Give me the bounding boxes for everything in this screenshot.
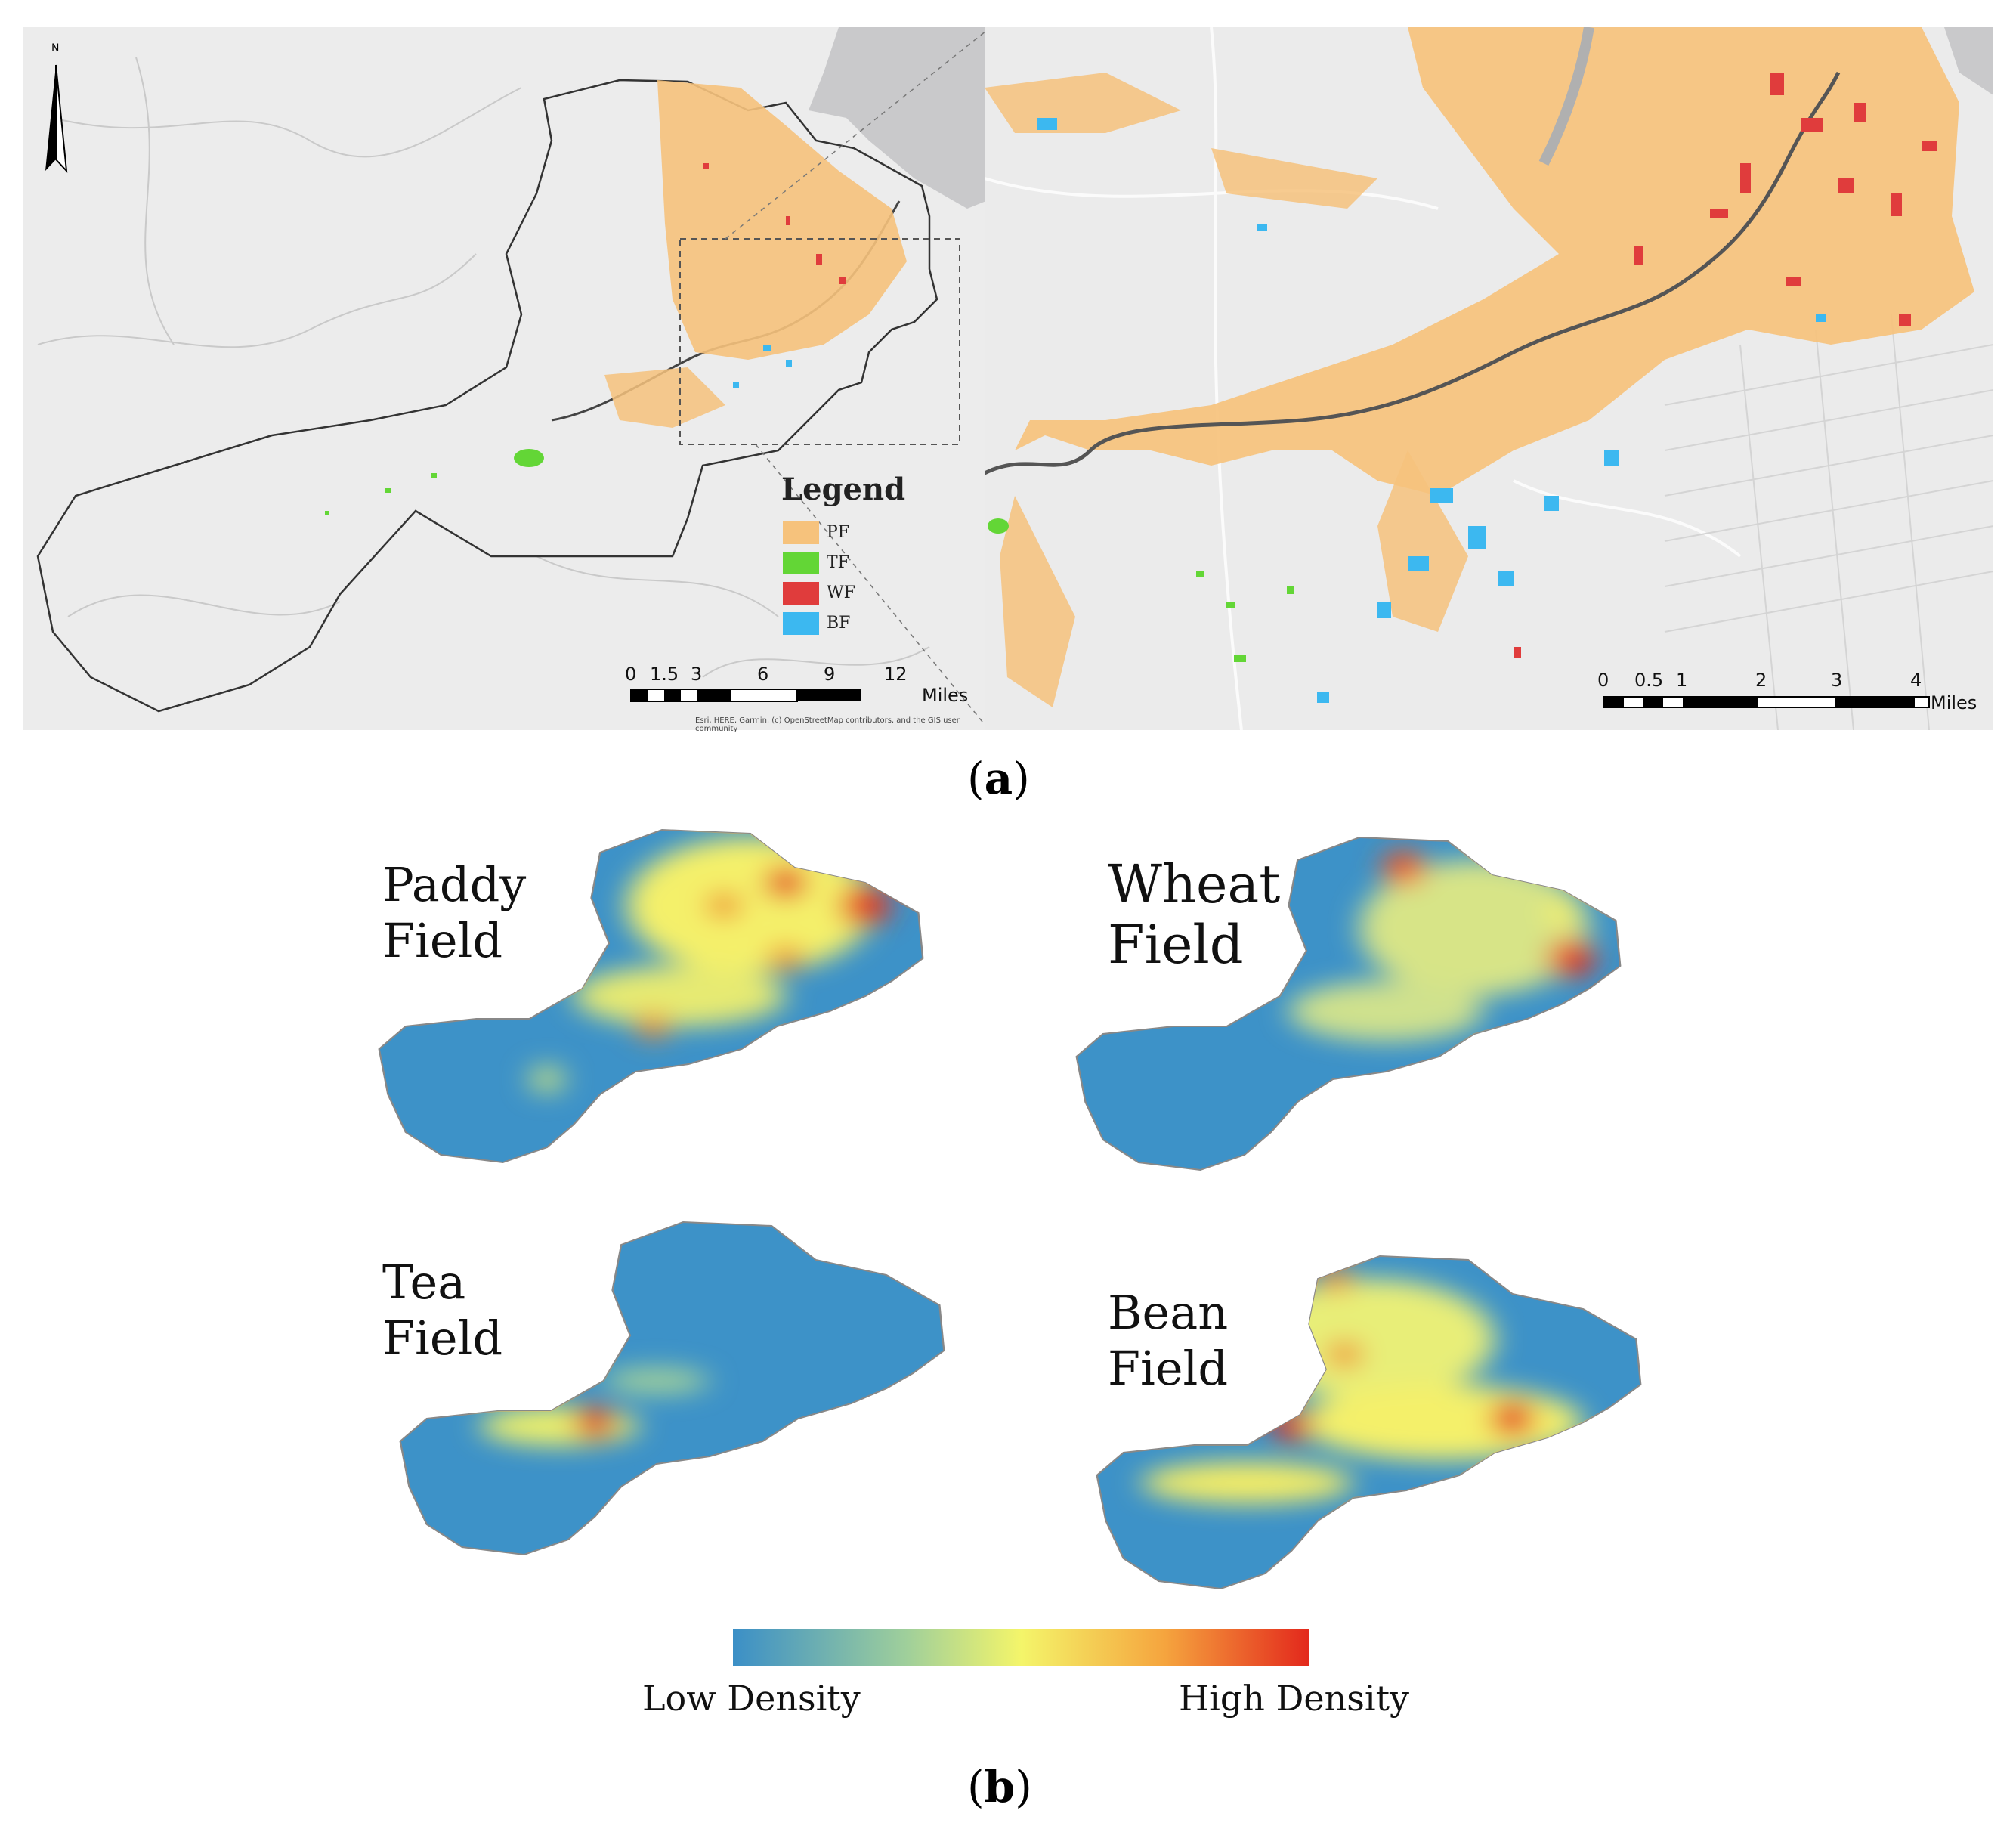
caption-b: (b) [967,1761,1032,1812]
caption-paren: ) [1013,753,1030,804]
scale-tick: 0.5 [1634,670,1664,691]
detail-map[interactable]: 0 0.5 1 2 3 4 Miles [983,26,1994,731]
scale-tick: 3 [1831,670,1843,691]
scale-unit: Miles [1931,692,1977,713]
scale-tick: 6 [757,664,769,685]
heatmap-title-line: Tea [382,1255,466,1310]
caption-a: (a) [967,753,1030,804]
scale-tick: 4 [1910,670,1922,691]
north-label: N [51,42,60,54]
study-area-boundary [36,79,938,713]
legend-swatch [783,582,819,605]
north-arrow-icon [45,64,68,173]
scale-tick: 0 [625,664,637,685]
legend-label: PF [827,523,850,542]
scale-tick: 12 [884,664,908,685]
heatmap-title-line: Field [382,1311,503,1366]
heatmap-tea [399,1221,945,1556]
scale-tick: 3 [691,664,703,685]
legend-label: TF [827,553,849,572]
heatmap-title-line: Bean [1108,1285,1229,1340]
heatmap-title-line: Paddy [382,857,527,912]
heatmap-title-line: Field [382,913,503,968]
panel-a: N Legend PF TF WF BF 0 1.5 3 6 9 12 Mile… [23,26,1994,733]
heatmap-title-line: Field [1108,1341,1229,1396]
scale-tick: 1.5 [650,664,679,685]
legend-swatch [783,612,819,635]
scale-tick: 9 [824,664,836,685]
overview-map-graphic [36,27,987,727]
legend-title: Legend [781,472,906,507]
overview-map[interactable]: N Legend PF TF WF BF 0 1.5 3 6 9 12 Mile… [23,27,987,733]
detail-map-graphic [983,26,1994,731]
heatmap-paddy [378,828,924,1164]
legend-swatch [783,552,819,574]
scale-unit: Miles [922,685,969,706]
legend-label: WF [827,583,855,602]
scale-tick: 1 [1676,670,1688,691]
legend-label: BF [827,614,851,633]
scale-tick: 2 [1755,670,1767,691]
scale-bar-left-graphic [630,689,861,702]
map-attribution: Esri, HERE, Garmin, (c) OpenStreetMap co… [695,716,960,733]
heatmap-title-wheat: Wheat Field [1108,854,1280,975]
colorbar-high-label: High Density [1179,1678,1410,1719]
scale-bar-right-graphic [1603,696,1930,708]
colorbar [733,1629,1309,1666]
heatmap-wheat [1075,836,1622,1171]
heatmap-title-line: Field [1108,914,1244,976]
caption-letter: b [984,1761,1016,1812]
scale-tick: 0 [1597,670,1609,691]
heatmap-title-tea: Tea Field [382,1255,502,1366]
heatmap-title-line: Wheat [1108,853,1281,915]
caption-paren: ( [967,753,985,804]
colorbar-low-label: Low Density [642,1678,861,1719]
caption-paren: ) [1015,1761,1032,1812]
caption-paren: ( [967,1761,985,1812]
heatmap-title-bean: Bean Field [1108,1285,1228,1397]
heatmap-title-paddy: Paddy Field [382,857,526,969]
caption-letter: a [984,753,1013,804]
legend-swatch [783,521,819,544]
